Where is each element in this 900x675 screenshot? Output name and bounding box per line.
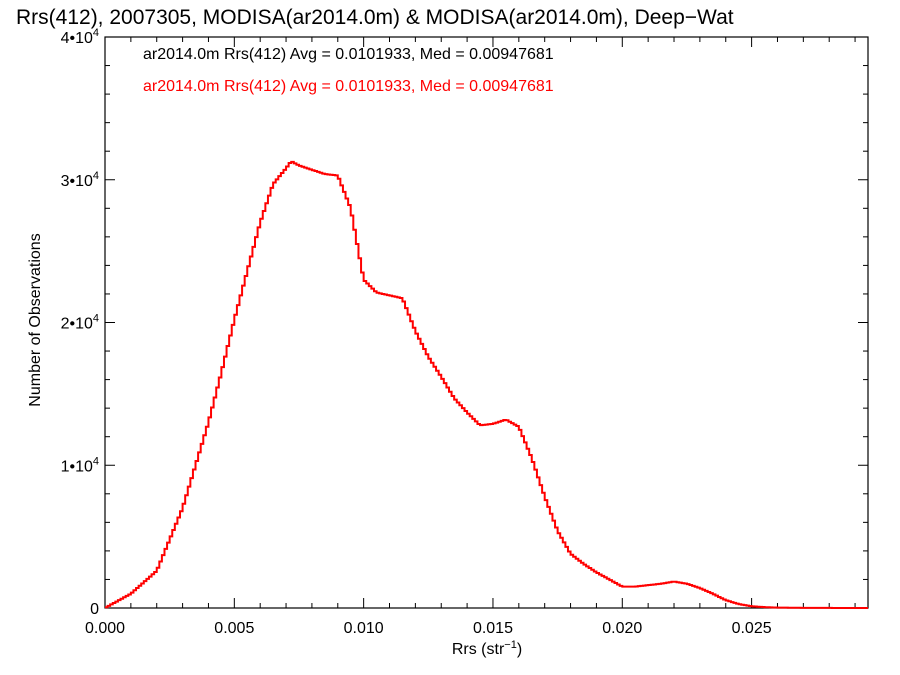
- plot-border: [104, 36, 869, 609]
- y-axis-label: Number of Observations: [27, 233, 44, 406]
- y-tick-label-main: 3•10: [61, 173, 93, 190]
- y-tick-label: 2•104: [61, 313, 99, 333]
- y-tick-label: 3•104: [61, 170, 99, 190]
- y-tick-label-main: 0: [90, 601, 99, 618]
- y-tick-label-sup: 4: [93, 313, 99, 325]
- x-axis-label: Rrs (str−1): [452, 639, 522, 658]
- series-layer: [105, 160, 868, 609]
- x-tick-label: 0.010: [344, 620, 384, 637]
- y-tick-label-sup: 4: [93, 27, 99, 39]
- y-tick-label-main: 2•10: [61, 316, 93, 333]
- x-axis: 0.000 0.005 0.010 0.015 0.020 0.025: [85, 37, 856, 637]
- y-tick-label: 4•104: [61, 27, 99, 47]
- x-axis-label-end: ): [517, 641, 522, 658]
- y-tick-label-sup: 4: [93, 170, 99, 182]
- histogram-series-0: [105, 160, 868, 609]
- y-tick-label-sup: 4: [93, 455, 99, 467]
- x-tick-label: 0.025: [732, 620, 772, 637]
- y-tick-label: 0: [90, 601, 99, 618]
- x-tick-label: 0.000: [85, 620, 125, 637]
- legend-entry-black: ar2014.0m Rrs(412) Avg = 0.0101933, Med …: [143, 46, 554, 63]
- x-tick-label: 0.015: [473, 620, 513, 637]
- x-axis-label-main: Rrs (str: [452, 641, 505, 658]
- x-axis-label-sup: −1: [504, 639, 517, 651]
- chart-title: Rrs(412), 2007305, MODISA(ar2014.0m) & M…: [16, 6, 734, 29]
- y-tick-label: 1•104: [61, 455, 99, 475]
- y-tick-label-main: 4•10: [61, 30, 93, 47]
- plot-frame: [104, 36, 869, 609]
- legend: ar2014.0m Rrs(412) Avg = 0.0101933, Med …: [143, 46, 554, 95]
- legend-entry-red: ar2014.0m Rrs(412) Avg = 0.0101933, Med …: [143, 78, 554, 95]
- x-tick-label: 0.020: [602, 620, 642, 637]
- x-tick-label: 0.005: [214, 620, 254, 637]
- y-tick-label-main: 1•10: [61, 458, 93, 475]
